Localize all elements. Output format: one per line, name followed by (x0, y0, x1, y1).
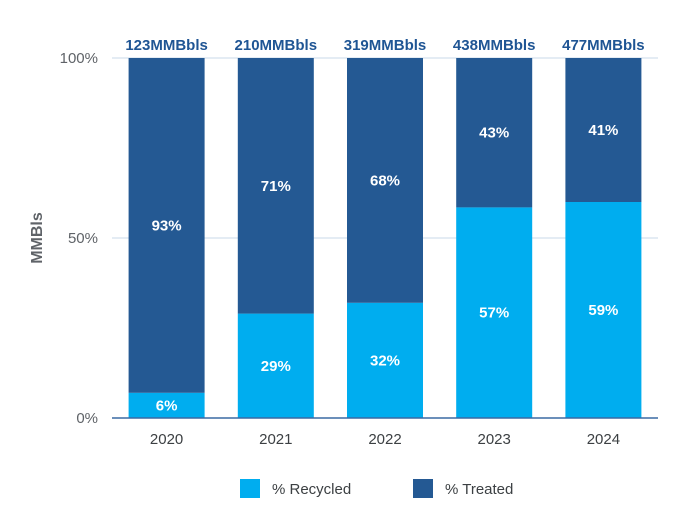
bars (128, 58, 642, 418)
bar-segment-treated (565, 58, 642, 202)
bar-value-label: 43% (479, 125, 509, 142)
bar-value-label: 6% (156, 397, 178, 414)
bar-value-label: 68% (370, 172, 400, 189)
legend-swatch (240, 479, 260, 498)
bar-segment-treated (456, 58, 533, 208)
x-tick-label: 2020 (150, 431, 183, 448)
x-tick-label: 2024 (587, 431, 620, 448)
bar-value-label: 93% (152, 217, 182, 234)
bar-total-label: 438MMBbls (453, 37, 536, 54)
legend-label: % Recycled (272, 481, 351, 498)
x-tick-label: 2021 (259, 431, 292, 448)
total-labels: 123MMBbls 210MMBbls 319MMBbls 438MMBbls 477M… (125, 37, 644, 54)
bar-value-label: 71% (261, 178, 291, 195)
y-tick-label: 50% (68, 230, 98, 247)
bar-value-label: 59% (588, 302, 618, 319)
bar-total-label: 477MMBbls (562, 37, 645, 54)
bar-value-label: 41% (588, 122, 618, 139)
bar-value-label: 29% (261, 358, 291, 375)
bar-labels: 6% 93% 29% 71% 32% 68% 57% 43% 59% 41% (152, 122, 619, 414)
bar-total-label: 319MMBbls (344, 37, 427, 54)
y-axis-title: MMBls (29, 212, 46, 264)
y-tick-label: 100% (60, 50, 98, 67)
bar-segment-treated (237, 58, 314, 314)
bar-segment-recycled (237, 313, 314, 418)
legend-label: % Treated (445, 481, 513, 498)
bar-segment-treated (128, 58, 205, 393)
legend: % Recycled % Treated (240, 479, 513, 498)
bar-segment-recycled (565, 202, 642, 418)
bar-segment-treated (347, 58, 423, 303)
x-tick-label: 2022 (368, 431, 401, 448)
bar-value-label: 32% (370, 352, 400, 369)
bar-value-label: 57% (479, 305, 509, 322)
x-tick-label: 2023 (478, 431, 511, 448)
bar-segment-recycled (347, 302, 423, 418)
x-axis: 2020 2021 2022 2023 2024 (112, 417, 658, 448)
bar-segment-recycled (456, 207, 533, 418)
y-axis: 0% 50% 100% MMBls (29, 50, 98, 427)
legend-swatch (413, 479, 433, 498)
y-tick-label: 0% (76, 410, 98, 427)
bar-segment-recycled (128, 392, 205, 418)
bar-total-label: 210MMBbls (235, 37, 318, 54)
bar-total-label: 123MMBbls (125, 37, 208, 54)
